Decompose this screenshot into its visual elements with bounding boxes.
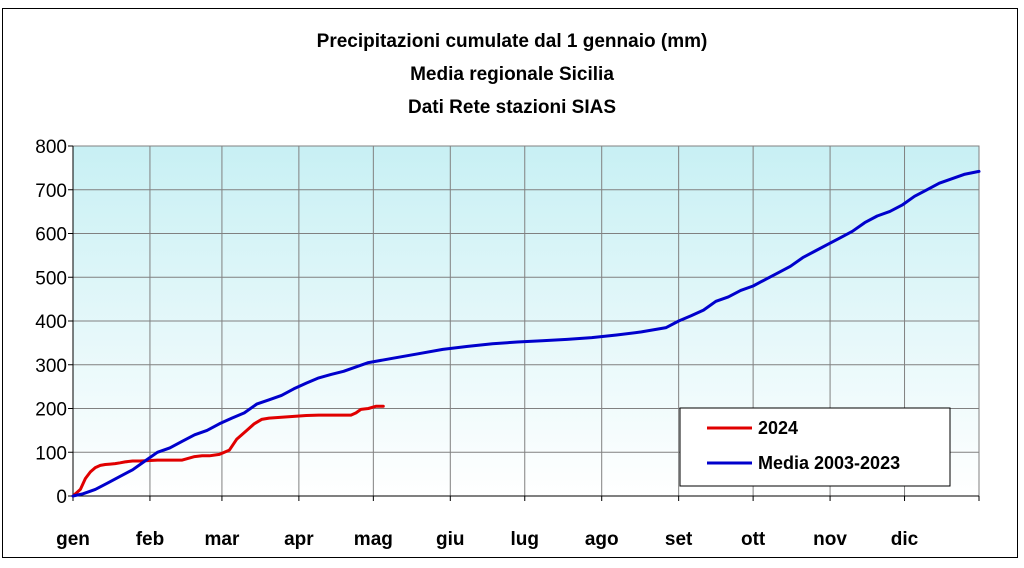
chart-title-line-2: Media regionale Sicilia bbox=[410, 64, 614, 85]
axes: 0 100 200 300 400 500 600 700 800 gen feb mar apr mag… bbox=[35, 137, 980, 550]
y-tick-label: 500 bbox=[35, 268, 67, 289]
x-tick-label: set bbox=[665, 529, 693, 550]
x-tick-label: feb bbox=[136, 529, 165, 550]
x-tick-label: nov bbox=[813, 529, 847, 550]
y-tick-label: 100 bbox=[35, 443, 67, 464]
x-tick-label: gen bbox=[56, 529, 90, 550]
legend-label: 2024 bbox=[758, 418, 798, 438]
series-layer bbox=[71, 169, 981, 498]
y-tick-label: 200 bbox=[35, 400, 67, 421]
chart-title-line-3: Dati Rete stazioni SIAS bbox=[408, 97, 616, 118]
y-tick-label: 300 bbox=[35, 356, 67, 377]
x-tick-label: ott bbox=[741, 529, 766, 550]
series-line-2024 bbox=[71, 404, 385, 498]
x-tick-label: dic bbox=[891, 529, 919, 550]
y-tick-label: 0 bbox=[56, 487, 67, 508]
x-tick-label: apr bbox=[284, 529, 314, 550]
legend-label: Media 2003-2023 bbox=[758, 453, 900, 473]
series-line-media bbox=[71, 169, 981, 498]
x-tick-label: giu bbox=[436, 529, 465, 550]
y-tick-label: 400 bbox=[35, 312, 67, 333]
x-tick-label: ago bbox=[585, 529, 619, 550]
y-tick-label: 700 bbox=[35, 181, 67, 202]
y-tick-label: 600 bbox=[35, 225, 67, 246]
legend: 2024 Media 2003-2023 bbox=[679, 407, 951, 487]
x-tick-label: lug bbox=[511, 529, 540, 550]
chart-title-line-1: Precipitazioni cumulate dal 1 gennaio (m… bbox=[316, 31, 708, 52]
x-tick-label: mar bbox=[205, 529, 240, 550]
x-tick-label: mag bbox=[354, 529, 393, 550]
y-tick-label: 800 bbox=[35, 137, 67, 158]
legend-box bbox=[679, 407, 951, 487]
